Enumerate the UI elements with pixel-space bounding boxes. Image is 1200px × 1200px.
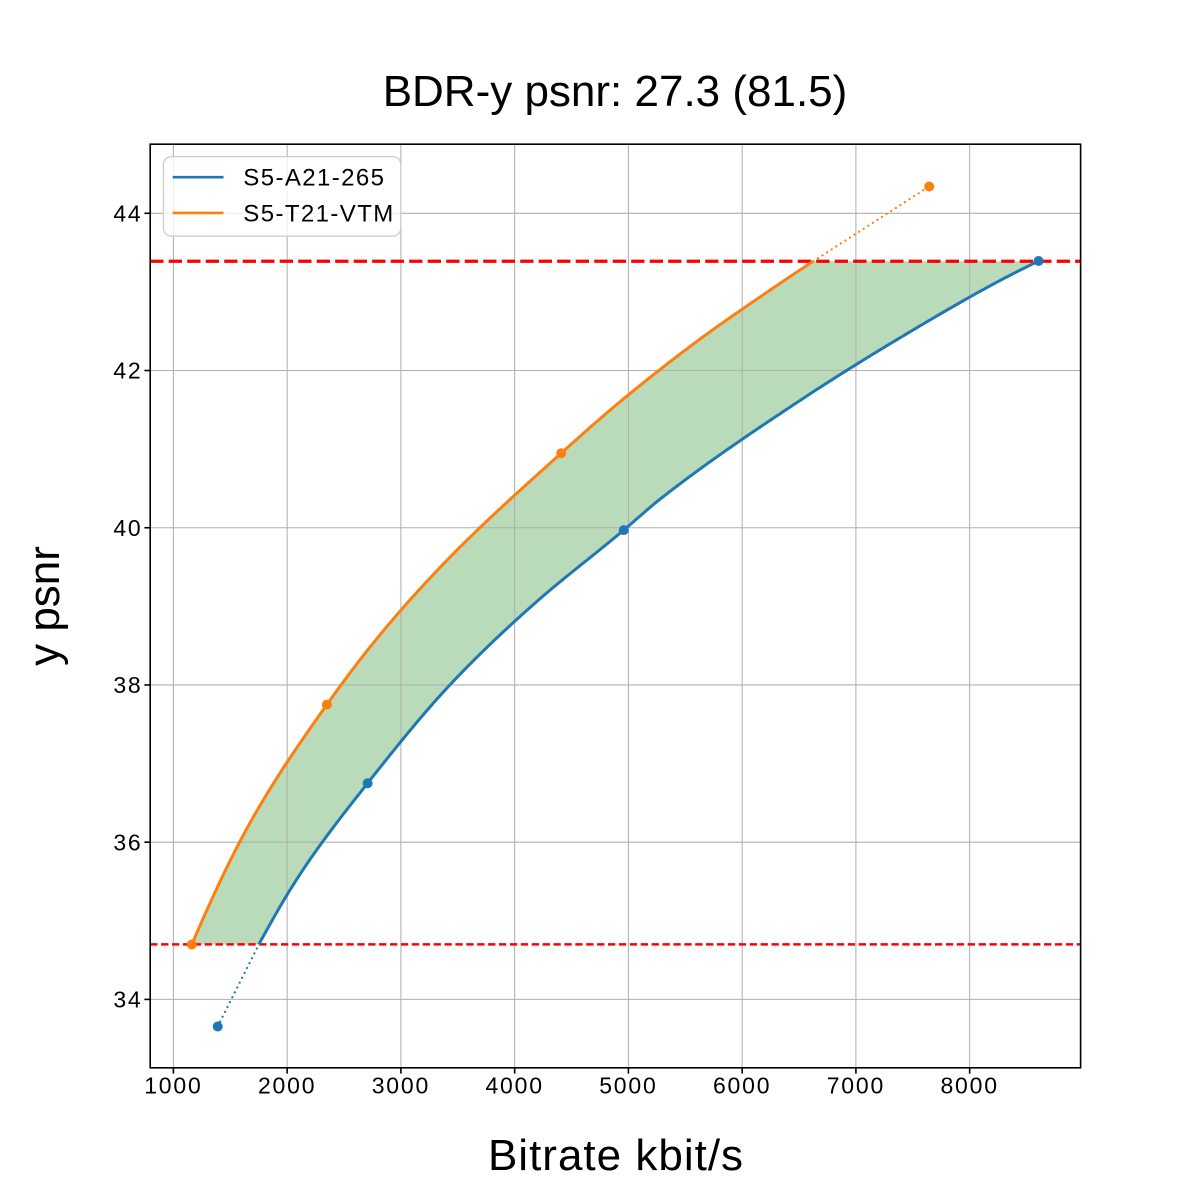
svg-text:5000: 5000 [599, 1073, 657, 1099]
svg-text:1000: 1000 [144, 1073, 202, 1099]
svg-text:3000: 3000 [372, 1073, 430, 1099]
svg-text:4000: 4000 [485, 1073, 543, 1099]
svg-text:S5-T21-VTM: S5-T21-VTM [243, 200, 394, 227]
svg-text:40: 40 [113, 515, 142, 541]
svg-text:7000: 7000 [827, 1073, 885, 1099]
svg-text:8000: 8000 [940, 1073, 998, 1099]
svg-text:44: 44 [113, 201, 142, 227]
svg-text:y psnr: y psnr [20, 546, 69, 666]
svg-text:34: 34 [113, 987, 142, 1013]
svg-text:Bitrate kbit/s: Bitrate kbit/s [488, 1131, 744, 1180]
svg-text:36: 36 [113, 829, 142, 855]
svg-text:38: 38 [113, 672, 142, 698]
svg-text:2000: 2000 [258, 1073, 316, 1099]
svg-text:BDR-y psnr: 27.3 (81.5): BDR-y psnr: 27.3 (81.5) [383, 67, 848, 116]
svg-text:42: 42 [113, 358, 142, 384]
svg-text:S5-A21-265: S5-A21-265 [243, 165, 385, 192]
svg-text:6000: 6000 [713, 1073, 771, 1099]
